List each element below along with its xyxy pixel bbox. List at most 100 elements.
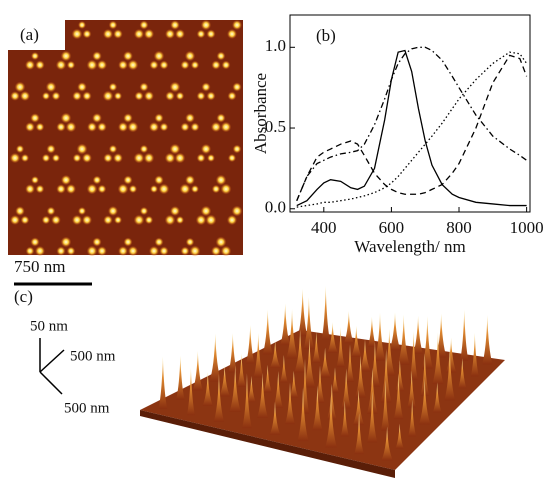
afm-dot [190,246,201,257]
afm-dot [170,144,181,155]
afm-dot [232,206,243,217]
afm-dot [149,122,159,132]
afm-dot [206,91,215,100]
afm-dot [145,216,153,224]
afm-dot [47,207,56,216]
absorbance-chart: (b)Wavelength/ nmAbsorbance4006008001000… [251,15,544,256]
afm-dot [159,246,168,255]
afm-dot [165,153,176,164]
afm-dot [31,176,39,184]
afm-dot [78,207,86,215]
afm-dot [211,246,221,256]
afm-dot [129,185,137,193]
afm-dot [82,153,92,163]
afm-image [8,20,243,257]
afm-dot [123,113,133,123]
afm-dot [10,153,20,163]
afm-dot [97,246,107,256]
afm-dot [35,246,45,256]
series-line [297,52,527,207]
afm-dot [128,122,139,133]
afm-dot [180,184,191,195]
afm-dot [175,153,186,164]
afm-dot [25,122,35,132]
afm-dot [97,60,107,70]
afm-dot [233,145,242,154]
afm-dot [35,60,44,69]
afm-dot [154,175,163,184]
x-tick-label: 800 [446,218,472,237]
afm-dot [42,154,50,162]
afm-dot [228,92,237,101]
afm-dot [56,122,65,131]
afm-dot [61,51,72,62]
afm-dot [103,153,112,162]
afm-dot [77,82,87,92]
afm-dot [176,216,184,224]
afm-dot [170,206,180,216]
afm-dot [154,113,163,122]
afm-dot [61,237,72,248]
afm-dot [217,52,226,61]
afm-dot [197,154,206,163]
afm-dot [134,91,143,100]
afm-dot [72,91,82,101]
afm-dot [113,153,123,163]
afm-dot [103,91,114,102]
afm-dot [154,237,163,246]
afm-dot [16,145,24,153]
panel-label: (a) [20,25,39,44]
afm-dot [207,154,215,162]
afm-dot [186,238,195,247]
afm-dot [212,185,221,194]
afm-dot [56,184,65,193]
afm-dot [109,145,117,153]
afm-dot [109,21,118,30]
afm-dot [15,82,26,93]
afm-dot [82,215,92,225]
afm-dot [159,60,168,69]
afm-dot [150,185,158,193]
afm-dot [128,246,138,256]
afm-dot [66,184,76,194]
afm-dot [10,91,20,101]
afm-dot [149,60,158,69]
afm-dot [134,29,144,39]
afm-dot [206,29,215,38]
afm-dot [73,154,82,163]
afm-dot [83,30,92,39]
afm-dot [25,60,35,70]
afm-dot [144,91,154,101]
afm-dot [78,21,86,29]
afm-dot [46,144,55,153]
afm-dot [113,29,123,39]
afm-dot [140,145,148,153]
afm-dot [31,52,39,60]
afm-dot [232,82,241,91]
afm-dot [144,29,154,39]
y-axis-label: 500 nm [70,348,116,364]
afm-dot [228,154,236,162]
afm-dot [180,122,189,131]
afm-dot [46,82,57,93]
afm-dot [103,29,113,39]
afm-dot [72,215,82,225]
x-axis-line [40,372,62,394]
afm-dot [51,215,61,225]
afm-dot [211,122,221,132]
x-tick-label: 600 [379,218,405,237]
afm-dot [191,123,200,132]
afm-dot [87,184,98,195]
chart-title: (b) [316,26,336,45]
afm-dot [176,92,184,100]
afm-3d-image [140,286,505,478]
afm-dot [56,60,66,70]
afm-dot [181,61,190,70]
afm-dot [134,153,145,164]
afm-dot [140,21,149,30]
afm-dot [61,113,72,124]
afm-dot [15,206,25,216]
afm-dot [92,51,102,61]
afm-dot [201,144,211,154]
afm-dot [165,215,176,226]
